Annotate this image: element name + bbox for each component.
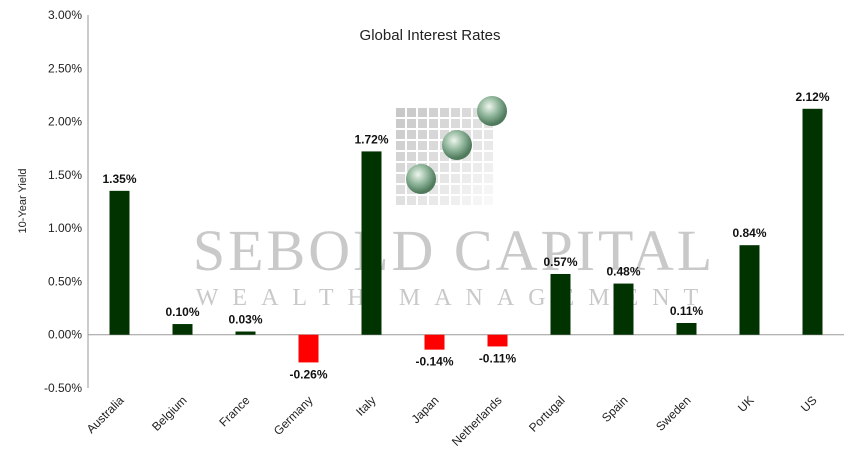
watermark-subtitle: WEALTH MANAGEMENT bbox=[196, 285, 712, 311]
bars bbox=[109, 108, 823, 363]
y-tick-labels: -0.50% 0.00% 0.50% 1.00% 1.50% 2.00% 2.50% 3.00… bbox=[44, 8, 82, 395]
category-labels: Australia Belgium France Germany Italy Japan N… bbox=[84, 393, 820, 449]
bar-belgium bbox=[172, 324, 193, 335]
category-label: US bbox=[798, 393, 820, 415]
data-label: 0.11% bbox=[670, 304, 704, 318]
bar-france bbox=[235, 331, 256, 335]
y-tick-label: 0.00% bbox=[48, 328, 82, 342]
data-label: 0.84% bbox=[732, 226, 766, 240]
chart-title: Global Interest Rates bbox=[360, 27, 501, 44]
bar-netherlands bbox=[487, 334, 508, 347]
bar-portugal bbox=[550, 273, 571, 335]
category-label: Spain bbox=[599, 393, 631, 425]
data-label: 0.10% bbox=[165, 305, 199, 319]
bar-italy bbox=[361, 151, 382, 335]
category-label: Germany bbox=[271, 393, 316, 438]
bar-australia bbox=[109, 190, 130, 335]
y-axis-label: 10-Year Yield bbox=[17, 168, 29, 233]
y-tick-label: 1.00% bbox=[48, 221, 82, 235]
category-label: Belgium bbox=[149, 393, 190, 434]
y-tick-label: 1.50% bbox=[48, 168, 82, 182]
bar-uk bbox=[739, 245, 760, 335]
watermark-title: SEBOLD CAPITAL bbox=[193, 218, 715, 283]
y-tick-label: -0.50% bbox=[44, 381, 82, 395]
data-label: -0.11% bbox=[479, 351, 517, 365]
bar-spain bbox=[613, 283, 634, 335]
category-label: Portugal bbox=[526, 393, 568, 435]
y-tick-label: 0.50% bbox=[48, 274, 82, 288]
category-label: UK bbox=[735, 393, 757, 415]
category-label: France bbox=[216, 393, 253, 430]
data-label: 0.03% bbox=[228, 313, 262, 327]
category-label: Australia bbox=[84, 393, 127, 436]
data-label: 0.57% bbox=[543, 255, 577, 269]
data-label: -0.26% bbox=[289, 367, 327, 381]
y-tick-label: 3.00% bbox=[48, 8, 82, 22]
category-label: Sweden bbox=[653, 393, 694, 434]
data-label: 1.35% bbox=[102, 172, 136, 186]
category-label: Japan bbox=[409, 393, 442, 426]
category-label: Italy bbox=[353, 393, 378, 418]
data-label: 0.48% bbox=[606, 265, 640, 279]
data-label: 2.12% bbox=[795, 90, 829, 104]
watermark-logo bbox=[396, 96, 507, 205]
data-labels: 1.35% 0.10% 0.03% -0.26% 1.72% -0.14% -0.11% 0.… bbox=[102, 90, 829, 382]
bar-sweden bbox=[676, 322, 697, 335]
bar-germany bbox=[298, 334, 319, 363]
bar-japan bbox=[424, 334, 445, 350]
y-tick-label: 2.50% bbox=[48, 61, 82, 75]
y-tick-label: 2.00% bbox=[48, 115, 82, 129]
data-label: 1.72% bbox=[354, 132, 388, 146]
data-label: -0.14% bbox=[415, 355, 453, 369]
bar-us bbox=[802, 108, 823, 335]
category-label: Netherlands bbox=[449, 393, 505, 449]
